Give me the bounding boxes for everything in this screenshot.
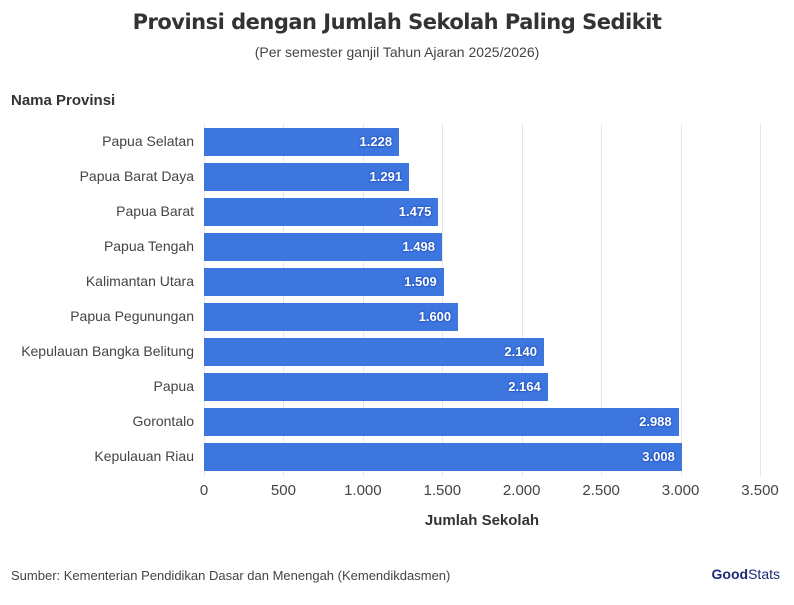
x-tick: 500 [270,482,296,499]
bar[interactable]: 1.600 [204,303,459,331]
logo-bold: Good [711,566,749,582]
bar[interactable]: 2.988 [204,408,679,436]
gridline [601,124,603,476]
x-tick: 3.000 [661,482,700,499]
plot-area: 1.228 1.291 1.475 1.498 1.509 1.600 2.140 2.164… [204,124,761,476]
bar[interactable]: 2.164 [204,373,548,401]
category-label: Papua [153,378,194,394]
bar[interactable]: 1.228 [204,128,400,156]
bar-value-label: 3.008 [642,449,675,464]
category-label: Papua Barat Daya [79,168,194,184]
category-label: Papua Selatan [102,133,194,149]
x-tick: 3.500 [741,482,779,499]
bar[interactable]: 1.291 [204,163,410,191]
bar-value-label: 1.600 [418,309,452,324]
x-tick: 2.000 [502,482,541,499]
x-tick: 2.500 [582,482,620,499]
bar[interactable]: 1.509 [204,268,444,296]
category-label: Kalimantan Utara [85,273,194,289]
goodstats-logo: GoodStats [712,566,780,582]
bar[interactable]: 1.498 [204,233,442,261]
gridline [283,124,285,476]
bar-value-label: 2.140 [504,344,537,359]
gridline [442,124,444,476]
logo-light: Stats [748,566,780,582]
gridline [680,124,682,476]
bar-value-label: 1.228 [359,134,393,149]
bar-value-label: 2.164 [508,379,541,394]
category-label: Kepulauan Bangka Belitung [21,343,194,359]
category-label: Papua Tengah [103,238,194,254]
bar-value-label: 2.988 [639,414,672,429]
source-note: Sumber: Kementerian Pendidikan Dasar dan… [11,568,451,583]
category-label: Papua Barat [116,203,194,219]
bar-value-label: 1.291 [369,169,403,184]
category-label: Gorontalo [132,413,194,429]
bar[interactable]: 2.140 [204,338,544,366]
bar-value-label: 1.475 [398,204,432,219]
bar-value-label: 1.509 [404,274,437,289]
x-axis-title: Jumlah Sekolah [424,512,540,529]
gridline [521,124,523,476]
category-label: Papua Pegunungan [70,308,194,324]
bar[interactable]: 3.008 [204,443,682,471]
gridline [204,124,205,476]
chart-title: Provinsi dengan Jumlah Sekolah Paling Se… [132,10,662,34]
gridline [362,124,364,476]
x-tick: 1.500 [423,482,462,499]
x-tick: 1.000 [344,482,382,499]
chart-subtitle: (Per semester ganjil Tahun Ajaran 2025/2… [254,44,540,60]
gridline [760,124,761,476]
bar-value-label: 1.498 [402,239,435,254]
x-tick: 0 [199,482,209,499]
bar[interactable]: 1.475 [204,198,439,226]
y-axis-title: Nama Provinsi [11,92,116,109]
category-label: Kepulauan Riau [94,448,194,464]
